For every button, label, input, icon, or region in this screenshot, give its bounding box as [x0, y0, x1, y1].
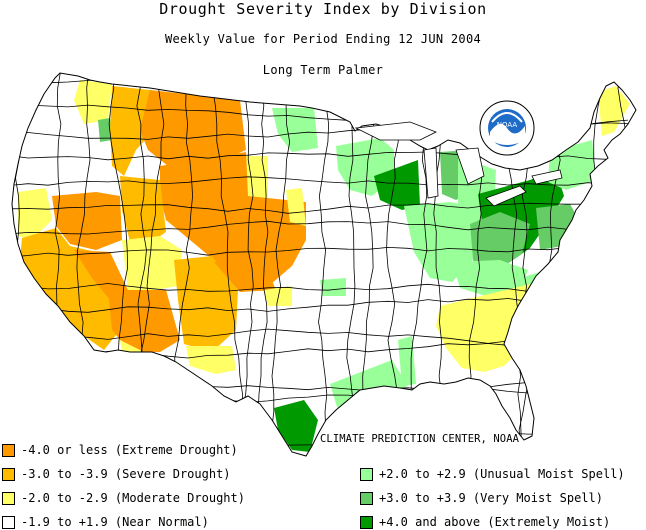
legend-label: -4.0 or less (Extreme Drought)	[21, 443, 238, 457]
division-boundary	[256, 73, 269, 449]
division-region-wyoming-colorado-orange	[160, 152, 306, 290]
division-region-oregon-coast-yellow	[18, 188, 52, 240]
division-region-pacific-northwest-yellow	[74, 80, 112, 124]
legend-item-near-normal: -1.9 to +1.9 (Near Normal)	[2, 514, 209, 530]
legend-item-very-moist: +3.0 to +3.9 (Very Moist Spell)	[360, 490, 603, 506]
legend-swatch	[360, 468, 373, 481]
legend-item-severe-drought: -3.0 to -3.9 (Severe Drought)	[2, 466, 231, 482]
division-region-south-texas-dark	[274, 400, 318, 452]
index-name: Long Term Palmer	[262, 63, 384, 77]
division-region-minnesota-green	[272, 108, 318, 152]
division-boundary	[241, 73, 254, 449]
legend-label: -2.0 to -2.9 (Moderate Drought)	[21, 491, 245, 505]
division-boundary	[12, 176, 629, 188]
division-region-new-mexico-orange	[174, 256, 238, 352]
division-region-idaho-western-montana-orange	[110, 86, 154, 176]
division-region-texas-panhandle-green	[320, 278, 346, 296]
division-boundary	[346, 73, 359, 449]
map-subtitle: Weekly Value for Period Ending 12 JUN 20…	[164, 32, 482, 46]
legend-swatch	[360, 516, 373, 529]
division-boundary	[617, 73, 636, 449]
legend-label: -3.0 to -3.9 (Severe Drought)	[21, 467, 231, 481]
division-region-oklahoma-yellow	[264, 286, 292, 306]
division-region-kansas-yellow	[286, 188, 306, 226]
division-boundary	[318, 73, 330, 449]
division-region-southern-nm-yellow	[186, 346, 236, 374]
division-boundary	[12, 244, 629, 258]
division-region-southern-nevada-orange	[74, 250, 128, 300]
legend-swatch	[2, 516, 15, 529]
division-boundary	[12, 283, 629, 300]
lake-michigan	[423, 147, 439, 199]
lake-superior	[354, 121, 437, 141]
map-title: Drought Severity Index by Division	[159, 0, 487, 18]
division-boundary	[12, 220, 629, 235]
division-region-nm-colorado-border-orange	[214, 262, 276, 292]
legend-item-extremely-moist: +4.0 and above (Extremely Moist)	[360, 514, 610, 530]
noaa-logo-text: NOAA	[497, 121, 518, 129]
division-boundary	[539, 73, 569, 449]
credit-text: CLIMATE PREDICTION CENTER, NOAA	[320, 433, 520, 445]
legend-item-unusual-moist: +2.0 to +2.9 (Unusual Moist Spell)	[360, 466, 625, 482]
division-region-nw-montana-green	[98, 118, 112, 142]
division-boundary	[12, 382, 629, 409]
legend-swatch	[2, 444, 15, 457]
division-region-gulf-coast-light	[330, 360, 408, 410]
division-boundary	[12, 73, 629, 86]
legend-item-moderate-drought: -2.0 to -2.9 (Moderate Drought)	[2, 490, 245, 506]
legend-swatch	[2, 468, 15, 481]
division-region-southeast-yellow	[436, 284, 552, 372]
legend-label: +4.0 and above (Extremely Moist)	[379, 515, 611, 529]
division-region-wisconsin-iowa-dark	[374, 160, 420, 210]
division-region-utah-yellow	[122, 236, 182, 290]
division-boundary	[211, 73, 243, 449]
division-boundary	[12, 199, 629, 214]
legend-item-extreme-drought: -4.0 or less (Extreme Drought)	[2, 442, 238, 458]
division-region-nevada-north-orange	[52, 192, 122, 250]
division-region-maine-yellow	[598, 86, 630, 136]
legend-swatch	[2, 492, 15, 505]
legend-label: -1.9 to +1.9 (Near Normal)	[21, 515, 209, 529]
lake-erie	[485, 185, 527, 207]
noaa-logo: NOAA	[479, 100, 535, 156]
division-region-utah-wyoming-orange-lighter	[120, 176, 166, 250]
division-boundary	[271, 73, 291, 449]
division-boundary	[12, 381, 628, 395]
lake-huron	[455, 147, 485, 185]
division-boundary	[12, 73, 25, 449]
legend-label: +2.0 to +2.9 (Unusual Moist Spell)	[379, 467, 625, 481]
lake-ontario	[531, 169, 563, 185]
legend-swatch	[360, 492, 373, 505]
division-region-virginia-medium	[536, 204, 580, 250]
legend-label: +3.0 to +3.9 (Very Moist Spell)	[379, 491, 603, 505]
division-boundary	[12, 151, 629, 163]
